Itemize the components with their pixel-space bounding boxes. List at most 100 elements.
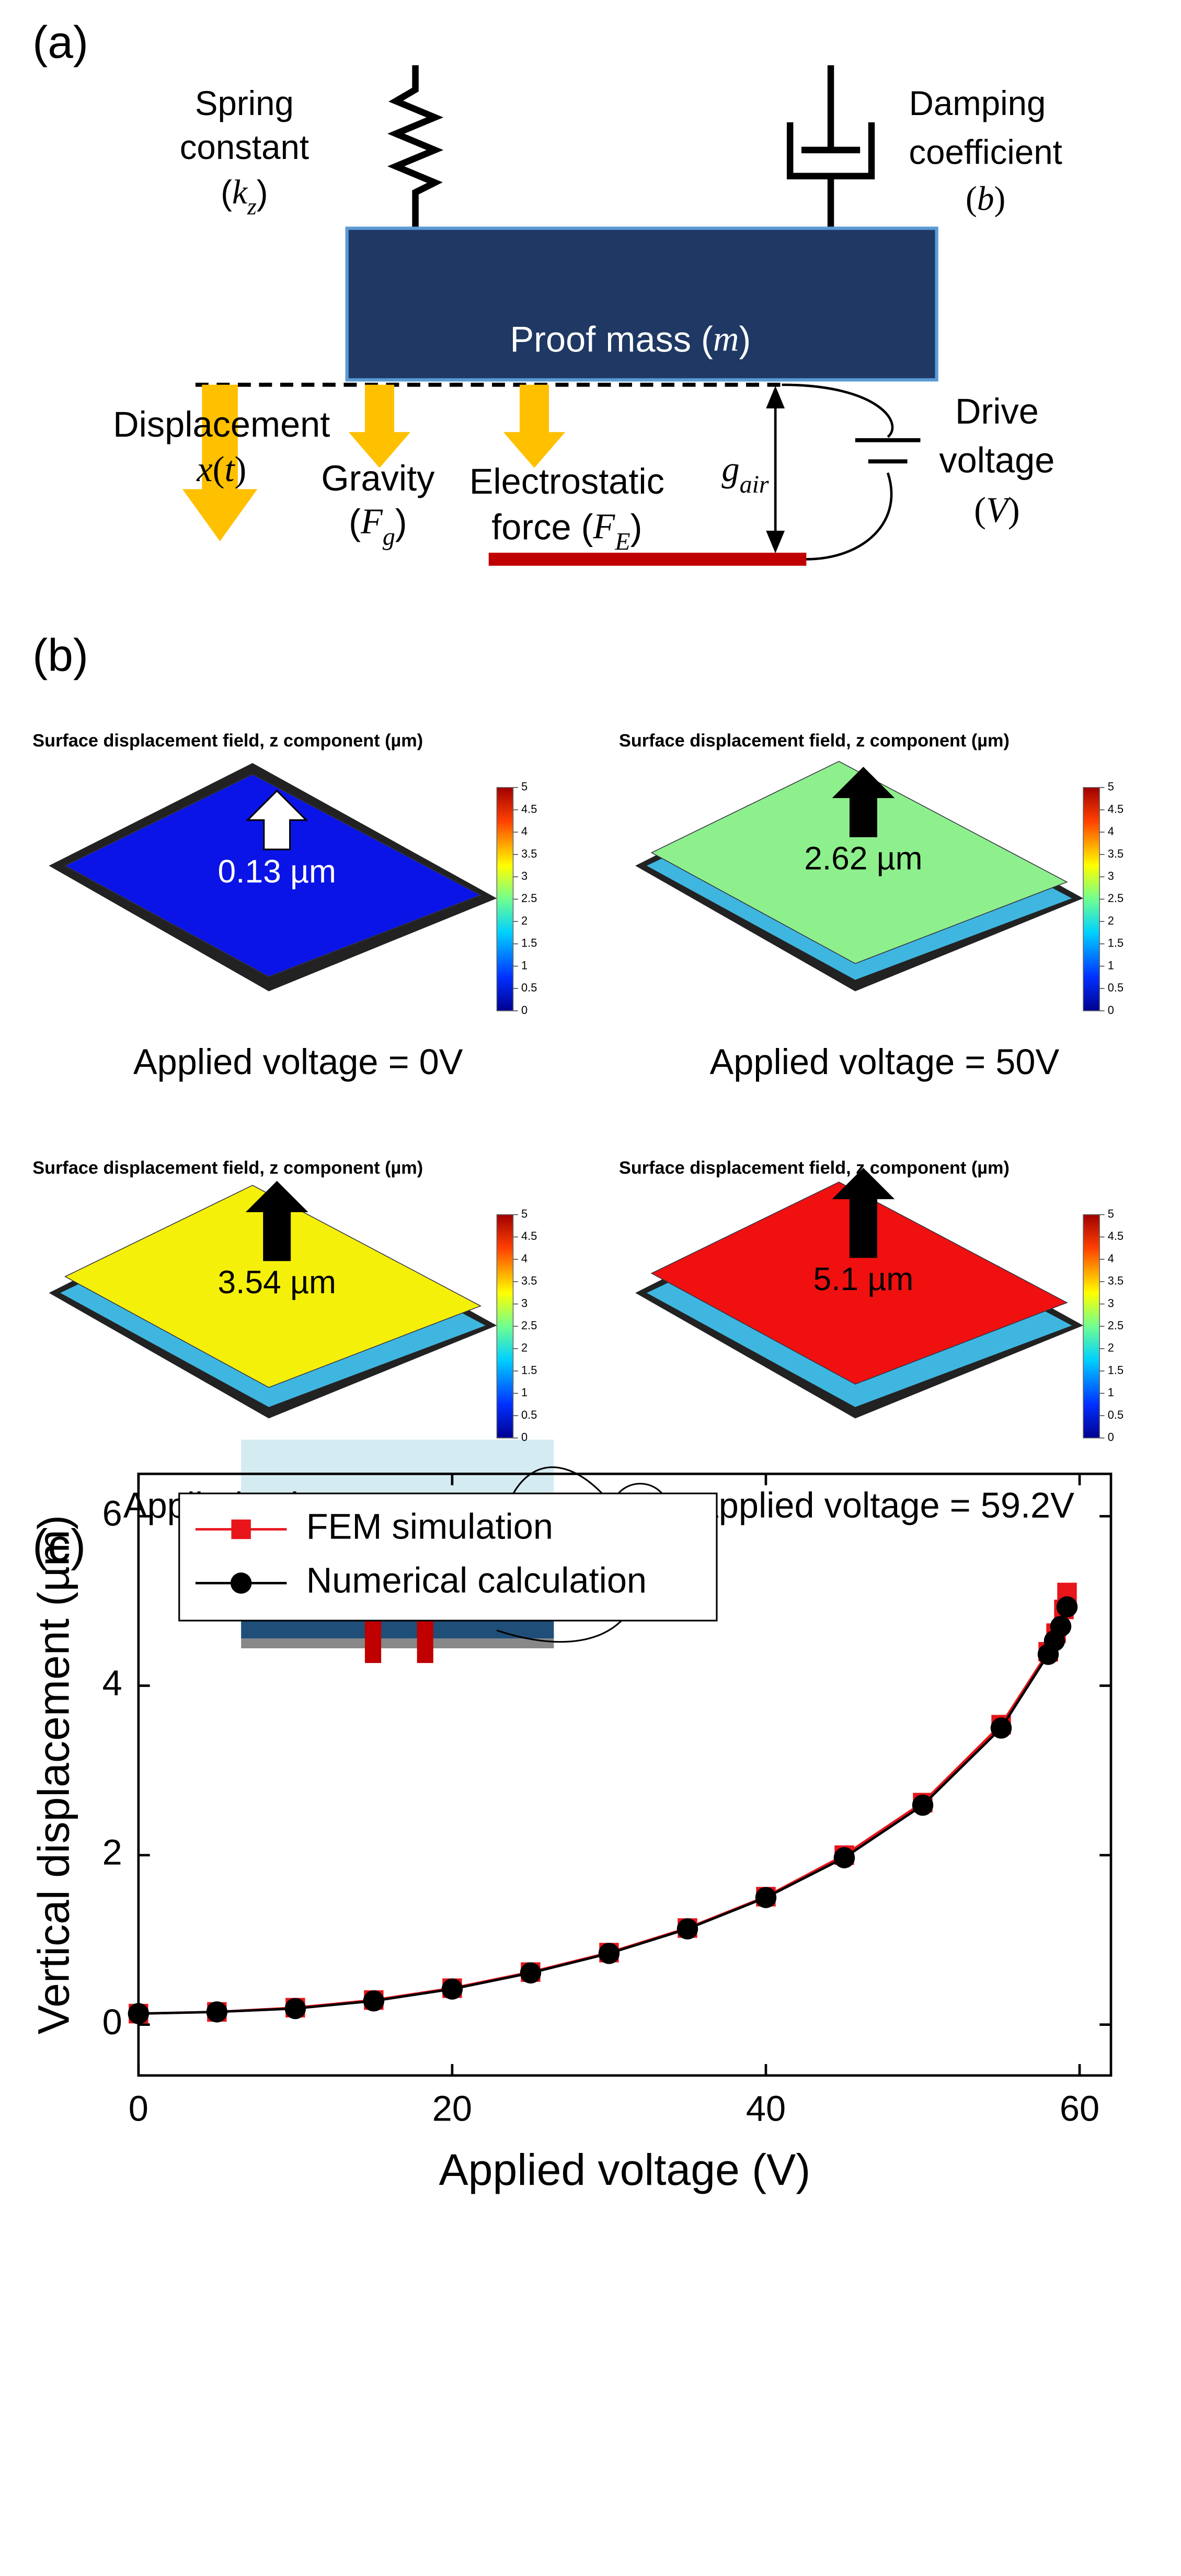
label: coefficient xyxy=(909,133,1062,171)
arrow xyxy=(245,789,308,850)
label: gair xyxy=(721,449,769,498)
label: (V) xyxy=(974,490,1020,530)
label: Surface displacement field, z component … xyxy=(32,731,423,751)
marker xyxy=(912,1794,934,1816)
electrode xyxy=(488,552,807,566)
x-axis-label: Applied voltage (V) xyxy=(439,2145,811,2194)
colorbar-tick-label: 2.5 xyxy=(521,1319,537,1332)
label: (b) xyxy=(32,630,88,681)
plate xyxy=(64,1184,482,1388)
colorbar-tick-label: 3.5 xyxy=(521,1274,537,1287)
colorbar xyxy=(496,1214,514,1439)
legend-marker xyxy=(230,1572,252,1594)
marker xyxy=(520,1962,542,1984)
label-part: k xyxy=(232,174,248,211)
label-part: ( xyxy=(213,449,225,489)
label-part: m xyxy=(713,318,739,358)
label: 5.1 µm xyxy=(813,1261,914,1297)
colorbar-tick-label: 3 xyxy=(1108,869,1114,882)
colorbar-tick-label: 4.5 xyxy=(521,802,537,815)
arrow xyxy=(832,1168,895,1258)
colorbar-tick-label: 1.5 xyxy=(521,937,537,950)
label-part: ) xyxy=(630,507,643,547)
colorbar-tick-label: 3 xyxy=(521,1296,528,1309)
colorbar-tick-label: 5 xyxy=(1108,1207,1114,1220)
colorbar-tick-label: 5 xyxy=(521,780,528,793)
x-tick-label: 40 xyxy=(746,2089,786,2129)
label-part: ) xyxy=(1008,490,1020,530)
label-part: air xyxy=(740,471,769,498)
label: 0.13 µm xyxy=(217,854,336,890)
force-arrow xyxy=(503,384,566,468)
label-part: ) xyxy=(739,320,751,360)
label: Surface displacement field, z component … xyxy=(619,731,1010,751)
x-tick-label: 20 xyxy=(432,2089,472,2129)
marker xyxy=(128,2003,150,2024)
label: voltage xyxy=(939,440,1054,481)
marker xyxy=(441,1978,463,2000)
colorbar-tick-label: 3.5 xyxy=(1108,1274,1123,1287)
arrow xyxy=(832,767,895,837)
y-tick-label: 2 xyxy=(102,1832,122,1873)
colorbar-tick-label: 4.5 xyxy=(521,1229,537,1243)
label: Surface displacement field, z component … xyxy=(619,1158,1010,1178)
label-part: z xyxy=(247,193,257,220)
colorbar-tick-label: 2 xyxy=(1108,1341,1114,1354)
label: 2.62 µm xyxy=(804,841,922,877)
colorbar-tick-label: 3 xyxy=(1108,1296,1114,1309)
marker xyxy=(206,2001,228,2023)
label: force (FE) xyxy=(491,506,642,555)
colorbar-tick-label: 4.5 xyxy=(1108,802,1123,815)
colorbar-tick-label: 2.5 xyxy=(1108,1319,1123,1332)
label-part: Proof mass ( xyxy=(510,320,713,360)
colorbar-tick-label: 2.5 xyxy=(1108,892,1123,905)
label: (c) xyxy=(32,1520,86,1571)
label: Electrostatic xyxy=(469,461,664,501)
gravity-arrow xyxy=(348,384,411,468)
legend-marker xyxy=(231,1519,251,1540)
legend-box xyxy=(178,1492,718,1622)
legend-label: Numerical calculation xyxy=(306,1560,647,1600)
x-tick-label: 60 xyxy=(1060,2089,1099,2129)
plate xyxy=(64,774,482,977)
marker xyxy=(363,1990,385,2012)
marker xyxy=(833,1847,855,1868)
colorbar-tick-label: 3.5 xyxy=(1108,847,1123,860)
y-tick-label: 0 xyxy=(102,2002,122,2042)
colorbar-tick-label: 0 xyxy=(1108,1004,1114,1017)
colorbar xyxy=(1083,787,1100,1011)
label-part: force ( xyxy=(491,507,593,547)
gap-head xyxy=(766,530,785,553)
marker xyxy=(1050,1615,1072,1637)
label-part: ) xyxy=(994,180,1005,218)
label: Applied voltage = 50V xyxy=(710,1042,1060,1082)
label: Drive xyxy=(955,391,1039,431)
label: Applied voltage = 0V xyxy=(133,1042,463,1082)
colorbar-tick-label: 2 xyxy=(521,1341,528,1354)
label: Displacement xyxy=(113,404,330,444)
spring xyxy=(387,65,444,229)
label-part: b xyxy=(977,180,994,218)
label-part: ( xyxy=(974,490,986,530)
colorbar-tick-label: 0.5 xyxy=(521,981,537,994)
colorbar-tick-label: 4 xyxy=(521,825,528,838)
inset-substrate xyxy=(241,1638,554,1649)
label: 3.54 µm xyxy=(217,1264,336,1301)
label-part: V xyxy=(986,490,1012,530)
label: (kz) xyxy=(221,174,268,220)
label: Spring xyxy=(195,84,294,122)
label: Damping xyxy=(909,84,1046,122)
colorbar-tick-label: 2.5 xyxy=(521,892,537,905)
label-part: t xyxy=(224,449,235,489)
colorbar-tick-label: 0.5 xyxy=(1108,981,1123,994)
legend-label: FEM simulation xyxy=(306,1507,553,1547)
label-part: ) xyxy=(395,502,407,542)
wire xyxy=(782,383,894,561)
gap-head xyxy=(766,385,785,408)
colorbar-tick-label: 2 xyxy=(521,914,528,927)
y-tick-label: 4 xyxy=(102,1663,122,1703)
colorbar-tick-label: 4.5 xyxy=(1108,1229,1123,1243)
colorbar-tick-label: 1.5 xyxy=(1108,937,1123,950)
y-tick-label: 6 xyxy=(102,1494,122,1534)
marker xyxy=(677,1918,698,1940)
